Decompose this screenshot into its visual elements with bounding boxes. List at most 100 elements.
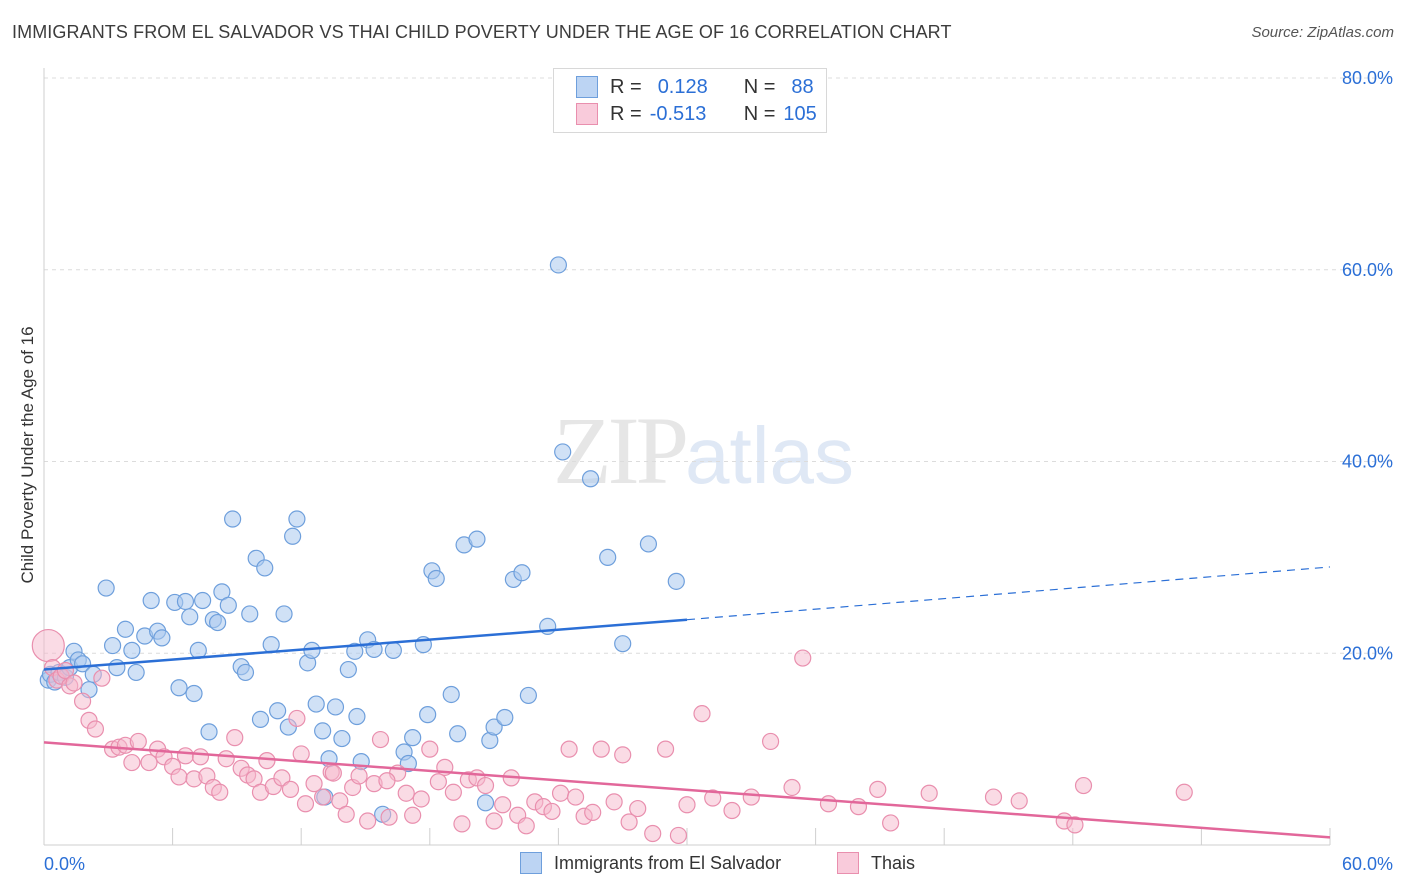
thais-point — [31, 628, 65, 663]
el-salvador-point — [519, 686, 537, 705]
legend-swatch-pink — [576, 103, 598, 125]
chart-title: IMMIGRANTS FROM EL SALVADOR VS THAI CHIL… — [12, 22, 952, 42]
el-salvador-point — [219, 596, 237, 614]
thais-point — [920, 784, 938, 802]
thais-point — [324, 764, 342, 782]
el-salvador-point — [97, 579, 115, 597]
thais-point — [380, 808, 398, 826]
el-salvador-point — [513, 564, 531, 582]
el-salvador-point — [476, 794, 495, 812]
thais-point — [794, 649, 812, 667]
bottom-legend-swatch-pink — [837, 852, 859, 874]
el-salvador-point — [116, 620, 135, 638]
el-salvador-point — [153, 629, 171, 647]
el-salvador-point — [181, 608, 199, 626]
thais-point — [1066, 816, 1084, 834]
bottom-legend-el-salvador: Immigrants from El Salvador — [520, 852, 781, 874]
thais-point — [359, 812, 377, 830]
el-salvador-point — [639, 535, 658, 553]
bottom-legend-thais: Thais — [837, 852, 915, 874]
thais-point — [281, 780, 300, 798]
el-salvador-point — [209, 613, 227, 632]
thais-point — [273, 769, 291, 787]
el-salvador-point — [200, 723, 218, 741]
source-credit: Source: ZipAtlas.com — [1251, 24, 1394, 41]
legend-r-label: R = — [610, 75, 642, 98]
el-salvador-trendline-extension — [686, 566, 1331, 621]
watermark: ZIPatlas — [553, 395, 854, 506]
y-tick-label: 60.0% — [1342, 260, 1393, 280]
thais-point — [656, 740, 675, 758]
thais-point — [704, 789, 722, 807]
watermark-atlas: atlas — [685, 411, 854, 500]
el-salvador-point — [549, 256, 568, 274]
bottom-legend-label: Thais — [871, 852, 916, 873]
thais-point — [444, 783, 462, 801]
thais-point — [226, 729, 244, 747]
thais-point — [296, 795, 315, 813]
el-salvador-point — [348, 707, 366, 726]
thais-point — [560, 740, 578, 758]
thais-point — [65, 674, 83, 692]
el-salvador-point — [614, 635, 632, 653]
thais-point — [140, 753, 158, 772]
el-salvador-point — [404, 729, 422, 747]
thais-point — [476, 776, 495, 795]
thais-point — [86, 720, 105, 738]
el-salvador-point — [599, 548, 617, 566]
el-salvador-point — [667, 572, 685, 590]
thais-point — [176, 747, 195, 765]
thais-point — [517, 817, 535, 835]
thais-point — [644, 824, 662, 843]
el-salvador-point — [224, 510, 242, 528]
thais-point — [378, 772, 396, 790]
thais-point — [566, 788, 585, 806]
thais-point — [288, 709, 306, 728]
y-tick-label: 80.0% — [1342, 68, 1393, 88]
thais-point — [305, 775, 323, 793]
y-tick-label: 40.0% — [1342, 452, 1393, 472]
thais-point — [723, 801, 741, 820]
legend-row-thais: R = -0.513 N = 105 — [576, 102, 817, 126]
thais-point — [614, 746, 632, 764]
el-salvador-point — [339, 660, 357, 679]
legend-swatch-blue — [576, 76, 598, 98]
thais-point — [485, 812, 503, 830]
thais-point — [551, 784, 570, 802]
el-salvador-point — [307, 695, 325, 713]
legend-r-value: -0.513 — [649, 102, 707, 125]
el-salvador-point — [256, 559, 274, 577]
legend-r-label: R = — [610, 102, 642, 125]
el-salvador-point — [485, 718, 503, 736]
thais-point — [742, 788, 760, 806]
thais-point — [412, 790, 430, 808]
el-salvador-point — [284, 527, 302, 545]
y-tick-label: 20.0% — [1342, 643, 1393, 663]
bottom-legend-swatch-blue — [520, 852, 542, 874]
el-salvador-point — [251, 710, 270, 729]
thais-point — [129, 732, 147, 751]
legend-r-value: 0.128 — [657, 75, 708, 98]
thais-point — [882, 814, 900, 832]
el-salvador-point — [288, 510, 306, 528]
el-salvador-point — [581, 470, 600, 488]
bottom-legend-label: Immigrants from El Salvador — [554, 852, 782, 873]
thais-point — [869, 780, 887, 798]
el-salvador-point — [314, 722, 332, 740]
thais-point — [170, 768, 188, 786]
el-salvador-point — [449, 725, 467, 743]
el-salvador-point — [170, 679, 188, 697]
thais-point — [93, 669, 111, 687]
thais-point — [258, 752, 276, 770]
watermark-zip: ZIP — [553, 397, 689, 504]
thais-point — [1074, 776, 1093, 795]
legend-n-value: 105 — [783, 102, 817, 125]
el-salvador-point — [333, 729, 351, 748]
el-salvador-point — [176, 592, 195, 611]
el-salvador-point — [496, 708, 514, 727]
thais-point — [191, 748, 210, 766]
thais-point — [678, 796, 696, 814]
thais-point — [592, 740, 610, 758]
thais-point — [783, 778, 801, 797]
legend-n-value: 88 — [791, 75, 814, 98]
